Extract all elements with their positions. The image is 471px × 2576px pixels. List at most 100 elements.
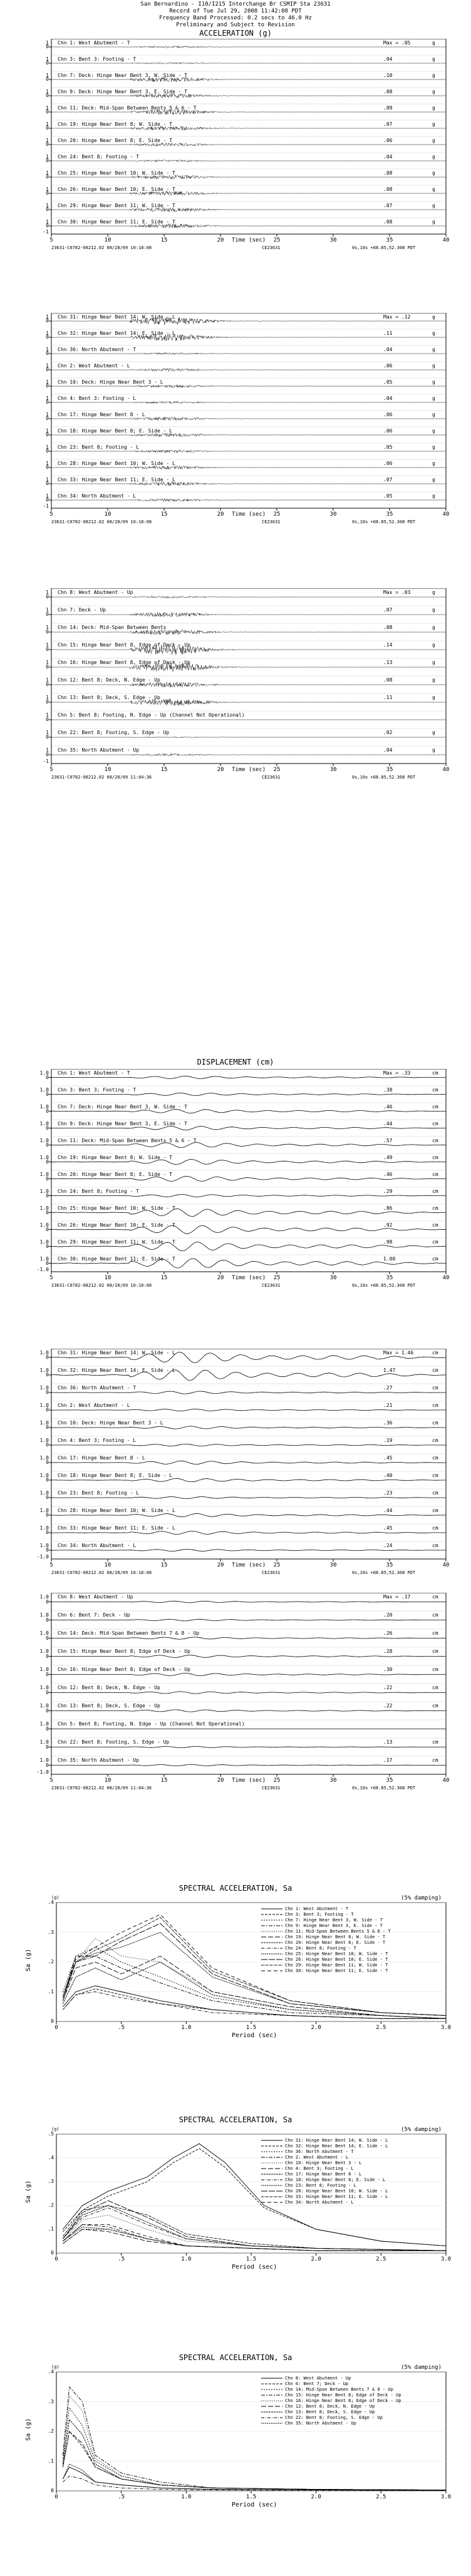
y-tick-top: 1.0 — [39, 1172, 49, 1177]
trace-label: Chn 29: Hinge Near Bent 11; W. Side - T — [58, 203, 175, 208]
trace-unit: g — [432, 363, 435, 369]
legend-entry: Chn 13: Bent 8; Deck, S. Edge - Up — [285, 2410, 375, 2415]
trace-label: Chn 6: Bent 7: Deck - Up — [58, 1612, 130, 1618]
trace-unit: g — [432, 219, 435, 225]
legend-entry: Chn 3: Bent 3; Footing - T — [285, 1912, 354, 1917]
y-tick-mid: 0 — [46, 1142, 49, 1148]
damping-note: (5% damping) — [401, 2364, 442, 2371]
trace-max-value: .49 — [383, 1155, 393, 1160]
trace-line — [51, 93, 446, 98]
y-tick-top: 1.0 — [39, 1508, 49, 1513]
trace-line — [51, 76, 446, 83]
trace-line — [51, 595, 446, 599]
legend-entry: Chn 33: Hinge Near Bent 11; E. Side - L — [285, 2194, 388, 2199]
trace-label: Chn 5: Bent 8; Footing, N. Edge - Up (Ch… — [58, 1721, 245, 1727]
x-tick-label: 5 — [49, 1777, 53, 1784]
trace-unit: g — [432, 493, 435, 499]
y-tick-top: 1 — [46, 677, 49, 683]
footer-station-code: CE23631 — [262, 1786, 281, 1791]
trace-line — [51, 1637, 446, 1640]
trace-max-value: .29 — [383, 1188, 393, 1194]
legend-entry: Chn 34: North Abutment - L — [285, 2200, 354, 2205]
y-tick-top: 1 — [46, 712, 49, 718]
legend-entry: Chn 4: Bent 3; Footing - L — [285, 2166, 354, 2171]
trace-line — [51, 1745, 446, 1749]
y-tick-top: 1 — [46, 56, 49, 62]
footer-record-id: 23631-C0782-08212.02 08/28/09 10:18:08 — [51, 1570, 152, 1575]
x-tick-label: 10 — [104, 1562, 111, 1568]
trace-line — [51, 317, 446, 325]
trace-max-value: .40 — [383, 1473, 393, 1478]
trace-max-value: Max = .12 — [383, 314, 411, 320]
trace-line — [51, 1426, 446, 1429]
trace-line — [51, 384, 446, 388]
legend-entry: Chn 10: Hinge Near Bent 3 - L — [285, 2160, 362, 2165]
traces-svg — [49, 588, 447, 766]
trace-line — [51, 1092, 446, 1096]
y-tick-top: 1.0 — [39, 1438, 49, 1443]
trace-label: Chn 26: Hinge Near Bent 10; E. Side - T — [58, 187, 175, 192]
trace-max-value: .23 — [383, 1490, 393, 1496]
trace-line — [51, 1478, 447, 1483]
x-tick-label: 5 — [49, 1562, 53, 1568]
legend-entry: Chn 36: North Abutment - T — [285, 2149, 354, 2154]
trace-line — [51, 1126, 446, 1131]
y-tick-top: 1 — [46, 477, 49, 483]
legend-entry: Chn 14: Mid-Span Between Bents 7 & 8 - U… — [285, 2387, 393, 2392]
trace-label: Chn 4: Bent 3; Footing - L — [58, 1438, 137, 1443]
trace-unit: cm — [432, 1525, 438, 1531]
trace-max-value: .45 — [383, 1455, 393, 1461]
spectrum-series-line — [62, 1938, 447, 2019]
trace-label: Chn 14: Deck: Mid-Span Between Bents — [58, 625, 167, 630]
y-tick-top: 1.0 — [39, 1138, 49, 1143]
trace-line — [51, 207, 446, 212]
spectrum-x-tick: 0 — [54, 2256, 58, 2262]
y-tick-top: 1.0 — [39, 1256, 49, 1262]
trace-label: Chn 13: Bent 8; Deck, S. Edge - Up — [58, 1703, 160, 1709]
trace-label: Chn 28: Hinge Near Bent 10; W. Side - L — [58, 1508, 175, 1513]
trace-line — [51, 1258, 447, 1269]
trace-line — [51, 1709, 446, 1712]
y-tick-top: 1.0 — [39, 1104, 49, 1110]
trace-unit: g — [432, 138, 435, 143]
x-tick-label: 40 — [442, 767, 450, 773]
legend-entry: Chn 15: Hinge Near Bent 8; Edge of Deck … — [285, 2393, 401, 2398]
trace-line — [51, 401, 446, 404]
trace-unit: cm — [432, 1256, 438, 1262]
footer-processing: 0s,10s +68.85,52.308 PDT — [352, 245, 416, 250]
trace-line — [51, 1391, 446, 1394]
trace-unit: cm — [432, 1222, 438, 1228]
x-axis-label: Time (sec) — [232, 511, 266, 518]
trace-max-value: Max = 1.46 — [383, 1350, 414, 1356]
trace-label: Chn 8: West Abutment - Up — [58, 590, 133, 595]
trace-line — [51, 644, 446, 655]
trace-max-value: .28 — [383, 1648, 393, 1654]
y-tick-top: 1 — [46, 154, 49, 160]
x-axis-label: Time (sec) — [232, 237, 266, 243]
trace-line — [51, 223, 446, 228]
spectrum-y-tick: 0 — [51, 2488, 54, 2493]
x-tick-label: 30 — [329, 511, 337, 518]
x-tick-label: 15 — [160, 1562, 168, 1568]
spectrum-y-tick: .2 — [48, 1959, 54, 1965]
spectrum-title: SPECTRAL ACCELERATION, Sa — [179, 1884, 292, 1893]
y-tick-mid: 0 — [46, 1653, 49, 1659]
trace-label: Chn 11: Deck: Mid-Span Between Bents 5 &… — [58, 105, 197, 111]
x-tick-label: 25 — [273, 1275, 281, 1281]
spectrum-y-tick: .2 — [48, 2202, 54, 2208]
y-tick-bottom: -1 — [43, 229, 49, 235]
spectrum-series-line — [62, 2431, 447, 2491]
trace-unit: g — [432, 660, 435, 665]
trace-max-value: .13 — [383, 1739, 393, 1745]
y-tick-mid: 0 — [46, 416, 49, 421]
y-tick-top: 1 — [46, 121, 49, 127]
y-tick-mid: 0 — [46, 1192, 49, 1199]
spectrum-frame — [56, 1902, 447, 2022]
spectrum-x-tick: 2.0 — [311, 2025, 321, 2031]
y-tick-mid: 0 — [46, 1407, 49, 1413]
trace-max-value: .22 — [383, 1685, 393, 1690]
spectrum-series-line — [62, 1931, 447, 2016]
x-tick-label: 25 — [273, 1562, 281, 1568]
spectrum-units: (g) — [51, 1895, 60, 1900]
